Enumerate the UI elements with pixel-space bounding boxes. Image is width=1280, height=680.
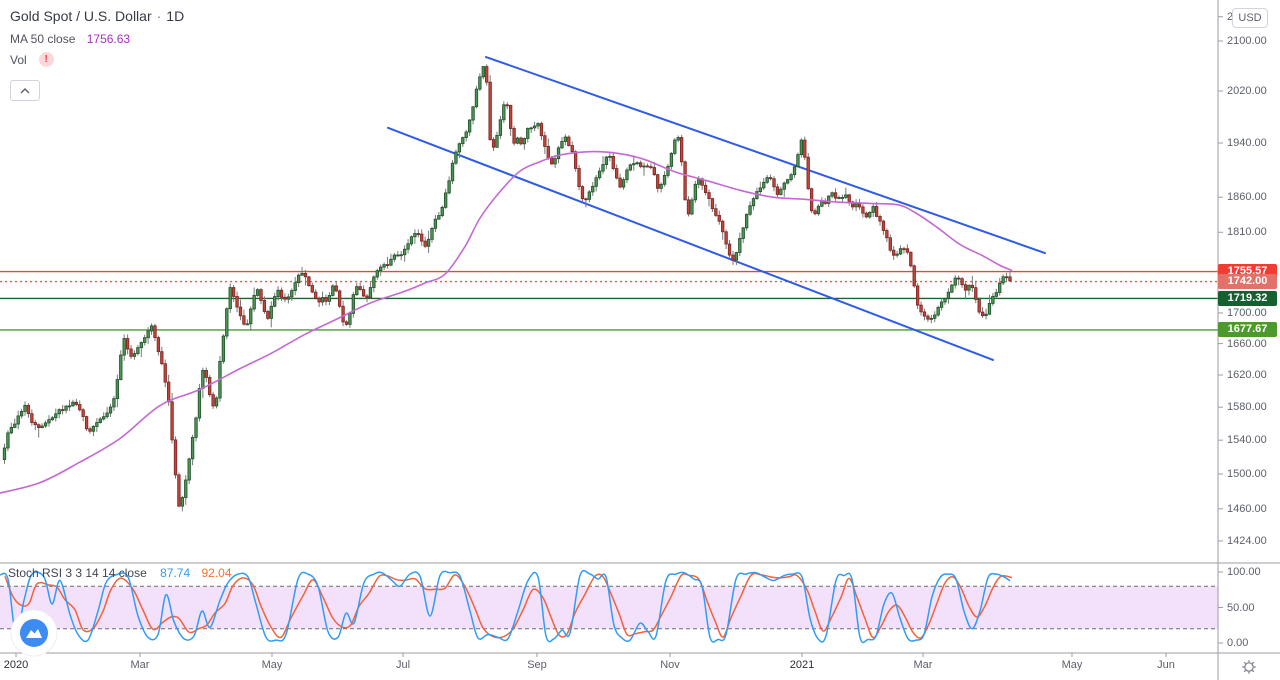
mountain-chart-icon bbox=[10, 609, 58, 657]
warning-icon: ! bbox=[38, 52, 54, 67]
price-badge: 1719.32 bbox=[1218, 290, 1277, 306]
price-tick-label: 1460.00 bbox=[1227, 502, 1267, 515]
price-tick-label: 1424.00 bbox=[1227, 534, 1267, 547]
trendline[interactable] bbox=[387, 126, 994, 361]
interval-label[interactable]: 1D bbox=[166, 8, 185, 24]
currency-label: USD bbox=[1238, 12, 1262, 24]
trendline[interactable] bbox=[485, 56, 1046, 255]
price-badge: 1677.67 bbox=[1218, 322, 1277, 338]
symbol-title-row[interactable]: Gold Spot / U.S. Dollar · 1D bbox=[10, 8, 184, 24]
price-tick-label: 1620.00 bbox=[1227, 368, 1267, 381]
time-tick-label: Sep bbox=[527, 659, 547, 671]
time-tick-label: May bbox=[261, 659, 283, 671]
price-tick-label: 2100.00 bbox=[1227, 35, 1267, 47]
watermark-logo bbox=[9, 608, 59, 663]
price-tick-label: 1860.00 bbox=[1227, 191, 1267, 204]
stoch-d-line[interactable] bbox=[4, 572, 1013, 639]
time-tick-label: Nov bbox=[660, 659, 680, 671]
chart-legend: Gold Spot / U.S. Dollar · 1D MA 50 close 1… bbox=[10, 8, 184, 67]
price-badge: 1742.00 bbox=[1218, 274, 1277, 290]
vol-label: Vol bbox=[10, 52, 27, 67]
currency-toggle-button[interactable]: USD bbox=[1232, 8, 1268, 28]
price-tick-label: 1700.00 bbox=[1227, 306, 1267, 319]
stoch-rsi-legend[interactable]: Stoch RSI 3 3 14 14 close 87.74 92.04 bbox=[8, 566, 232, 580]
stoch-tick-label: 100.00 bbox=[1227, 566, 1261, 578]
ma-legend-row[interactable]: MA 50 close 1756.63 bbox=[10, 32, 184, 46]
ma50-line[interactable] bbox=[0, 150, 1013, 494]
ma-value: 1756.63 bbox=[86, 32, 131, 46]
stoch-rsi-label: Stoch RSI 3 3 14 14 close bbox=[8, 566, 147, 580]
price-tick-label: 1810.00 bbox=[1227, 226, 1267, 239]
time-tick-label: May bbox=[1061, 659, 1083, 671]
time-tick-label: Jun bbox=[1157, 659, 1175, 671]
time-tick-label: 2020 bbox=[3, 659, 29, 671]
time-tick-label: Mar bbox=[130, 659, 150, 671]
candles bbox=[2, 64, 1012, 512]
title-separator: · bbox=[156, 8, 162, 24]
stoch-tick-label: 50.00 bbox=[1227, 601, 1255, 614]
price-tick-label: 2020.00 bbox=[1227, 84, 1267, 97]
price-tick-label: 1500.00 bbox=[1227, 468, 1267, 481]
chevron-up-icon bbox=[20, 87, 30, 93]
price-tick-label: 1940.00 bbox=[1227, 136, 1267, 149]
ma-label: MA 50 close bbox=[10, 32, 76, 46]
price-tick-label: 1540.00 bbox=[1227, 434, 1267, 447]
collapse-legend-button[interactable] bbox=[10, 80, 40, 101]
vol-legend-row[interactable]: Vol ! bbox=[10, 52, 184, 67]
stoch-k-value: 87.74 bbox=[160, 566, 191, 580]
price-tick-label: 1660.00 bbox=[1227, 337, 1267, 350]
price-tick-label: 1580.00 bbox=[1227, 401, 1267, 414]
gear-icon bbox=[1242, 659, 1256, 674]
time-tick-label: Mar bbox=[913, 659, 933, 671]
stoch-lines bbox=[0, 569, 1013, 644]
stoch-d-value: 92.04 bbox=[201, 566, 232, 580]
axis-settings-button[interactable] bbox=[1218, 653, 1280, 680]
time-tick-label: Jul bbox=[395, 659, 411, 671]
stoch-k-line[interactable] bbox=[0, 569, 1011, 644]
time-tick-label: 2021 bbox=[789, 659, 815, 671]
stoch-tick-label: 0.00 bbox=[1227, 637, 1249, 649]
symbol-title: Gold Spot / U.S. Dollar bbox=[10, 8, 152, 24]
